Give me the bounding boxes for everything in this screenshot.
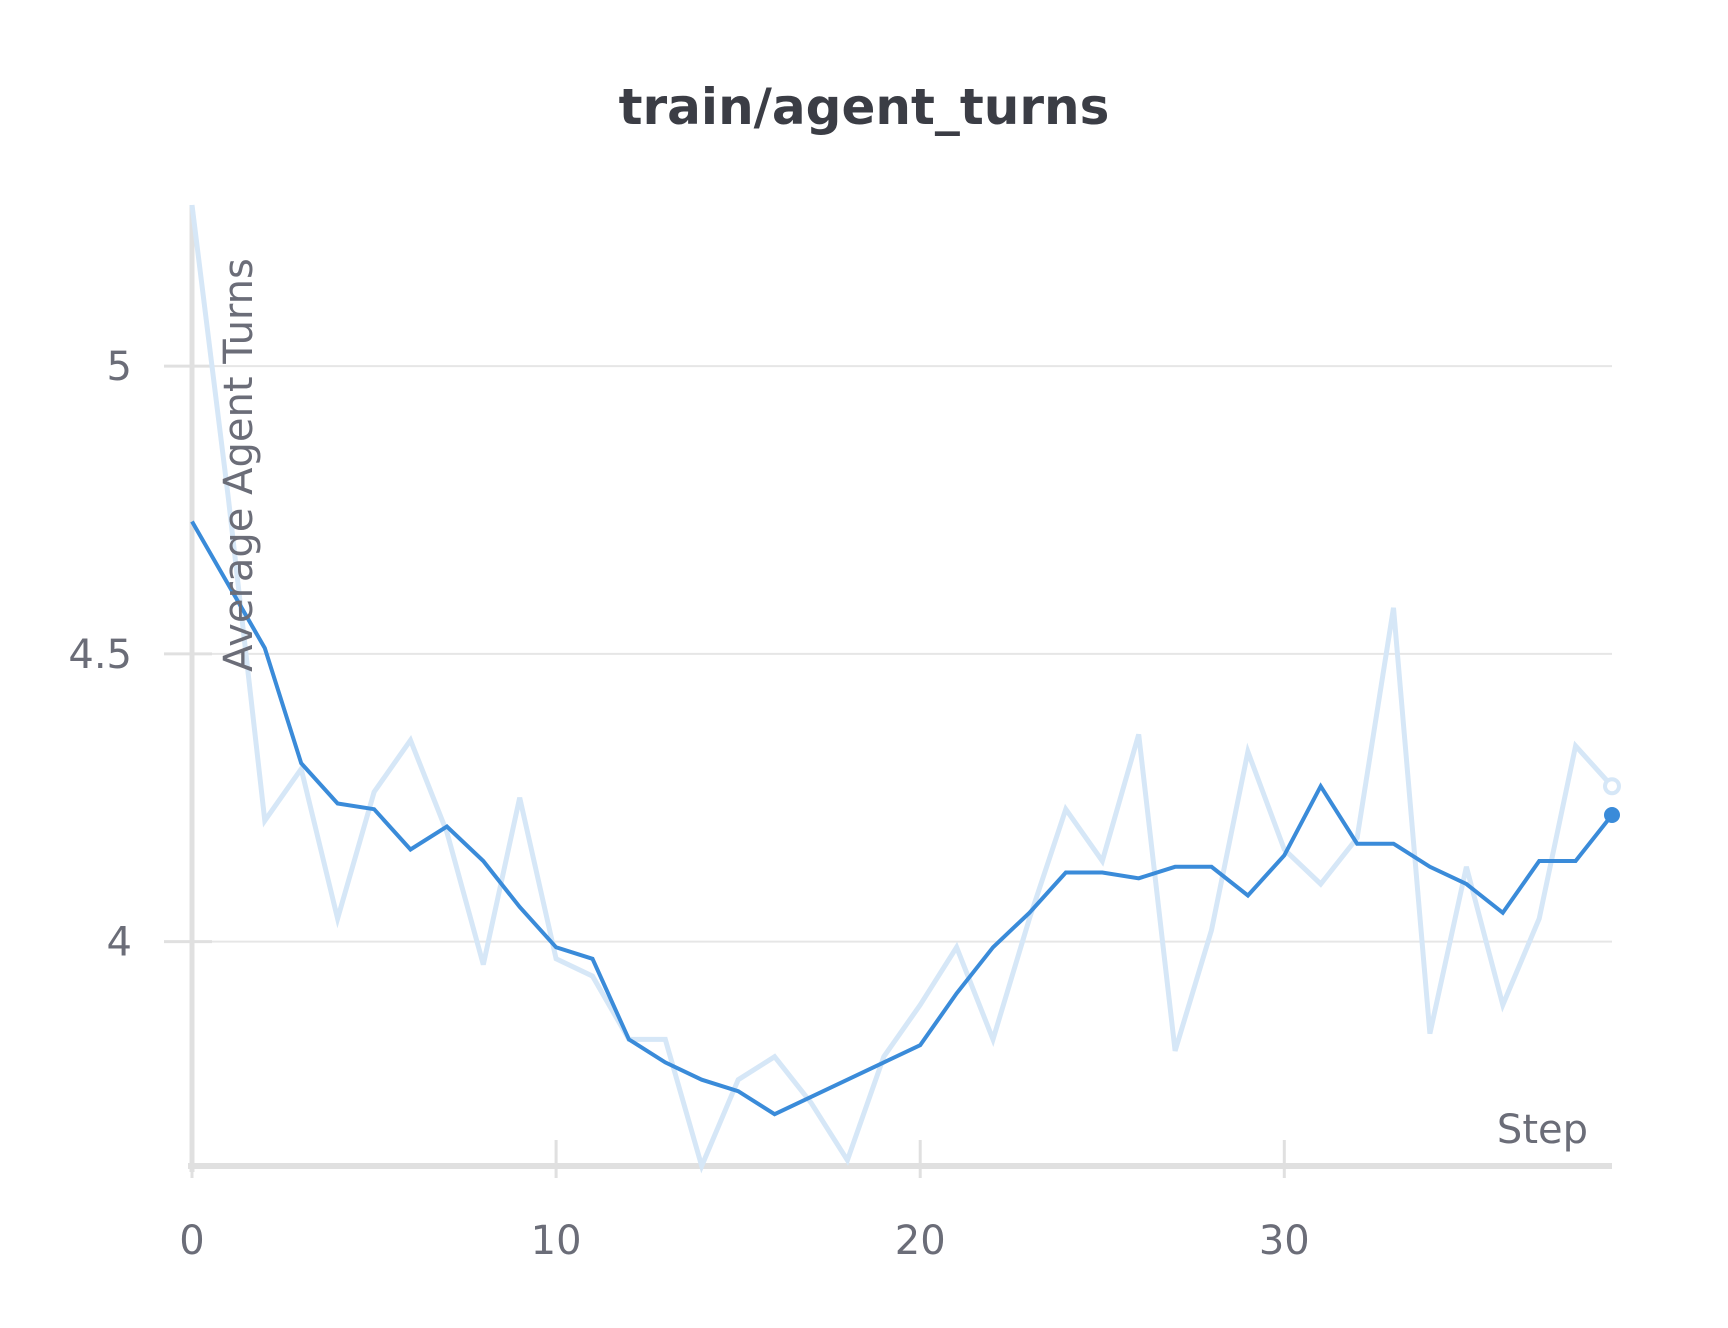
tick-labels: 4 4.5 5 0 10 20 30 <box>68 344 1309 1264</box>
smoothed-last-point <box>1604 806 1620 823</box>
y-tick-label: 5 <box>107 344 132 390</box>
axes <box>164 205 1612 1178</box>
y-tick-label: 4 <box>107 920 132 966</box>
x-tick-label: 0 <box>179 1218 204 1264</box>
x-tick-label: 10 <box>531 1218 582 1264</box>
raw-series-line <box>189 204 1614 1174</box>
x-tick-label: 20 <box>895 1218 946 1264</box>
y-axis-title: Average Agent Turns <box>216 258 262 672</box>
chart-title: train/agent_turns <box>618 78 1110 136</box>
raw-last-point <box>1603 777 1621 796</box>
x-axis-title: Step <box>1497 1107 1588 1153</box>
gridlines <box>192 365 1612 943</box>
series <box>189 204 1621 1174</box>
y-tick-label: 4.5 <box>68 632 132 678</box>
x-tick-label: 30 <box>1259 1218 1310 1264</box>
smoothed-series-line <box>190 520 1614 1117</box>
